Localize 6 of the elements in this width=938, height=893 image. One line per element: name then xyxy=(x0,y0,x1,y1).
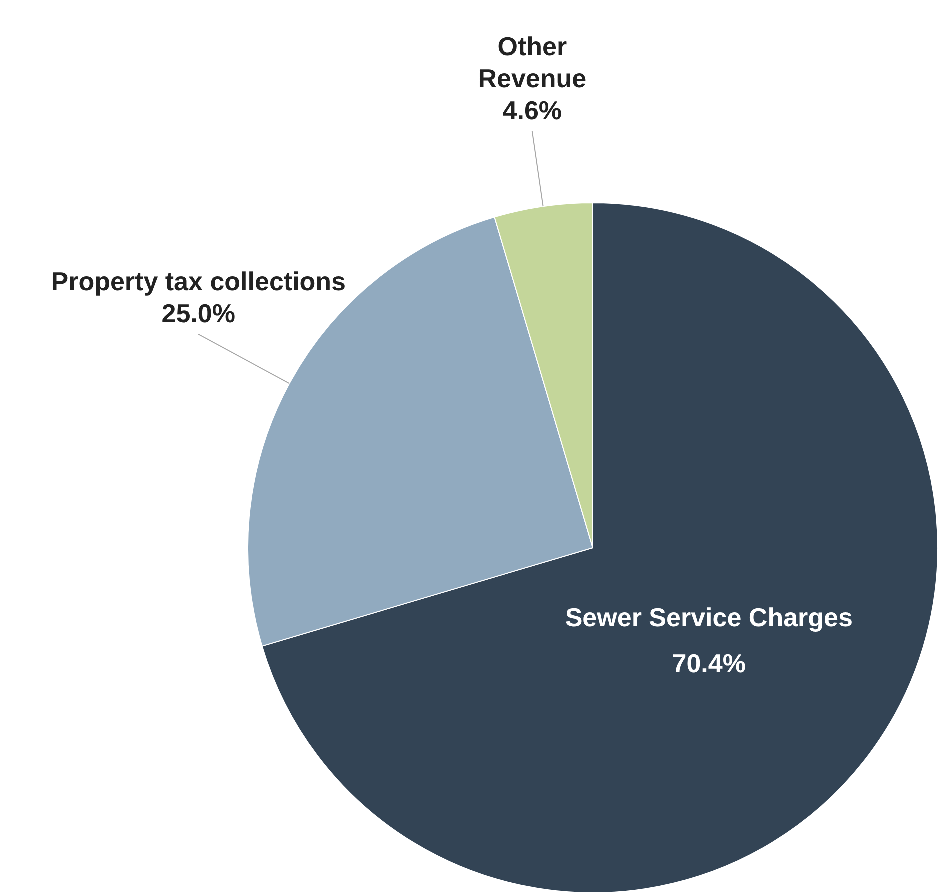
slice-label: Property tax collections xyxy=(51,266,346,296)
slice-label: Sewer Service Charges xyxy=(565,602,853,633)
data-label: 25.0% xyxy=(162,298,236,328)
slice-label: Other Revenue xyxy=(478,31,587,94)
data-label: 4.6% xyxy=(502,95,562,126)
data-label: 70.4% xyxy=(672,648,746,679)
